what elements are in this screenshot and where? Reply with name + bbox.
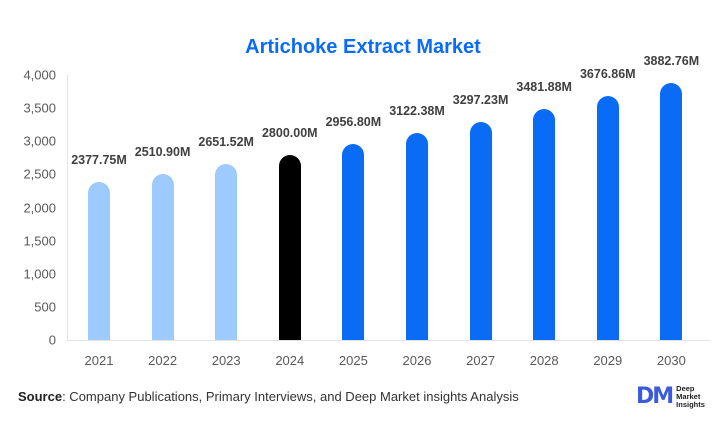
value-label: 2377.75M <box>71 153 127 168</box>
y-tick-label: 4,000 <box>23 67 56 83</box>
x-tick-label: 2021 <box>84 353 114 368</box>
value-label: 3676.86M <box>579 67 636 82</box>
x-tick-label: 2028 <box>529 353 559 368</box>
bar-2024 <box>278 154 301 340</box>
source-note: Source: Company Publications, Primary In… <box>18 389 519 404</box>
y-tick-label: 3,500 <box>23 100 56 116</box>
bar-2029 <box>596 96 619 340</box>
y-tick-label: 2,500 <box>23 166 56 182</box>
value-label: 2956.80M <box>325 115 382 130</box>
bar-2028 <box>533 109 556 340</box>
value-label: 3481.88M <box>516 80 572 95</box>
x-tick-label: 2029 <box>593 353 623 368</box>
x-tick-label: 2025 <box>338 353 368 368</box>
logo-text: Deep Market Insights <box>676 383 705 409</box>
value-label: 2800.00M <box>261 125 318 140</box>
y-tick-label: 0 <box>48 332 56 348</box>
x-axis-line <box>67 340 710 341</box>
chart-title: Artichoke Extract Market <box>245 36 481 58</box>
value-label: 3122.38M <box>389 104 445 119</box>
source-text: : Company Publications, Primary Intervie… <box>62 389 519 404</box>
y-tick-label: 2,000 <box>23 200 56 215</box>
bar-2025 <box>342 144 365 340</box>
y-tick-label: 1,000 <box>23 266 56 282</box>
source-label: Source <box>18 389 63 404</box>
x-tick-label: 2022 <box>148 353 178 368</box>
value-label: 3297.23M <box>452 92 509 107</box>
x-tick-label: 2023 <box>211 353 241 368</box>
y-tick-label: 3,000 <box>23 133 56 149</box>
y-tick-label: 500 <box>34 299 56 315</box>
y-axis-line <box>67 75 68 340</box>
x-tick-label: 2026 <box>402 353 432 368</box>
value-label: 3882.76M <box>643 53 700 68</box>
bar-2026 <box>406 133 428 340</box>
bar-2021 <box>88 182 110 340</box>
bar-2023 <box>215 164 238 340</box>
x-tick-label: 2024 <box>275 353 305 368</box>
value-label: 2651.52M <box>198 135 254 150</box>
bar-2030 <box>660 82 683 340</box>
bar-2022 <box>151 173 174 340</box>
y-tick-label: 1,500 <box>23 233 56 249</box>
logo-mark-icon: DM <box>636 384 674 409</box>
x-tick-label: 2027 <box>466 353 496 368</box>
bar-2027 <box>469 121 492 340</box>
x-tick-label: 2030 <box>656 353 686 368</box>
value-label: 2510.90M <box>134 144 191 159</box>
company-logo: DM Deep Market Insights <box>636 384 705 409</box>
